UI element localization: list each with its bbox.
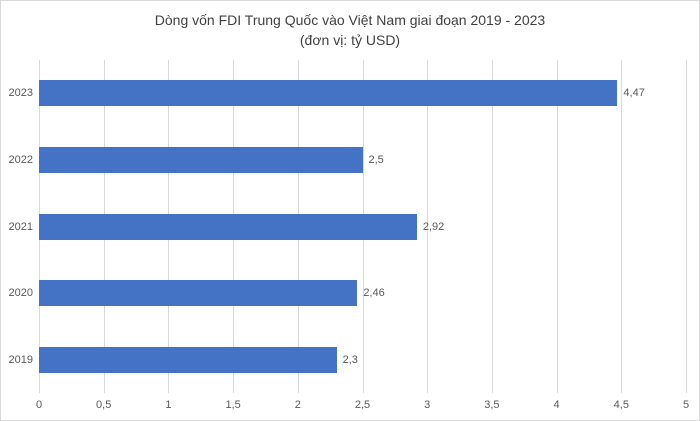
x-tick-label: 5: [682, 399, 690, 411]
x-tick-label: 3: [424, 399, 431, 411]
plot-area: 4,47 2,5 2,92 2,46 2,3: [39, 60, 687, 393]
x-tick-label: 4: [553, 399, 560, 411]
x-tick-label: 1: [165, 399, 172, 411]
x-tick-label: 0,5: [96, 399, 112, 411]
bar-value-label-2021: 2,92: [422, 220, 445, 233]
gridline-x-3: [427, 60, 429, 393]
category-label-2020: 2020: [8, 287, 33, 300]
x-tick-label: 4,5: [613, 399, 629, 411]
category-label-2019: 2019: [8, 353, 33, 366]
x-tick-label: 0: [35, 399, 43, 411]
bar-value-label-2023: 4,47: [623, 87, 645, 100]
bar-2020: [39, 280, 358, 307]
x-tick-label: 1,5: [225, 399, 241, 411]
category-label-2022: 2022: [8, 153, 33, 166]
bar-2023: [39, 80, 618, 107]
category-label-2021: 2021: [8, 220, 33, 233]
bar-value-label-2019: 2,3: [342, 353, 358, 366]
category-label-2023: 2023: [8, 87, 33, 100]
gridline-x-5: [686, 60, 687, 393]
bar-2022: [39, 146, 363, 173]
bar-value-label-2022: 2,5: [368, 153, 384, 166]
chart-title: Dòng vốn FDI Trung Quốc vào Việt Nam gia…: [154, 12, 546, 28]
gridline-x-3,5: [491, 60, 493, 393]
x-tick-label: 3,5: [484, 399, 500, 411]
gridline-x-4,5: [621, 60, 623, 393]
x-tick-label: 2,5: [354, 399, 371, 411]
x-tick-label: 2: [294, 399, 301, 411]
chart-subtitle: (đơn vị: tỷ USD): [299, 32, 401, 48]
bar-2021: [39, 213, 417, 240]
gridline-x-4: [556, 60, 558, 393]
bar-2019: [39, 346, 337, 373]
bar-value-label-2020: 2,46: [363, 287, 385, 300]
